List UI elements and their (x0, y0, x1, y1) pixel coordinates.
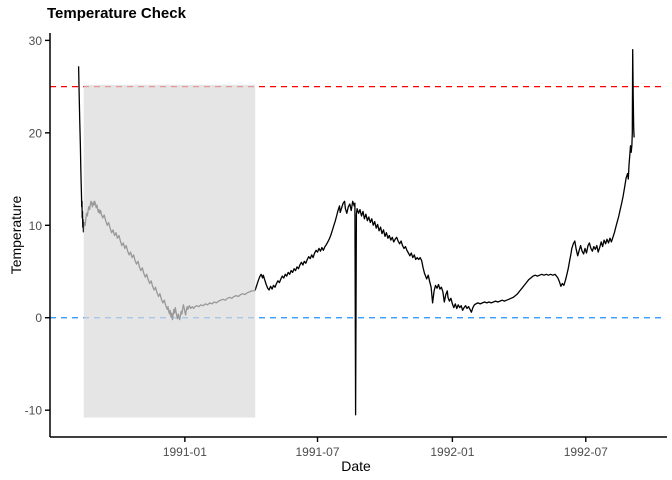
y-tick-label: 30 (29, 34, 43, 48)
y-tick-label: -10 (25, 404, 43, 418)
highlight-window (83, 84, 256, 418)
x-tick-label: 1992-01 (430, 445, 474, 459)
x-axis-title: Date (341, 458, 371, 474)
chart-title: Temperature Check (47, 5, 186, 22)
x-tick-label: 1991-01 (163, 445, 207, 459)
y-tick-label: 20 (29, 126, 43, 140)
y-tick-label: 0 (35, 311, 42, 325)
x-tick-label: 1992-07 (564, 445, 608, 459)
y-tick-label: 10 (29, 219, 43, 233)
x-tick-label: 1991-07 (295, 445, 339, 459)
